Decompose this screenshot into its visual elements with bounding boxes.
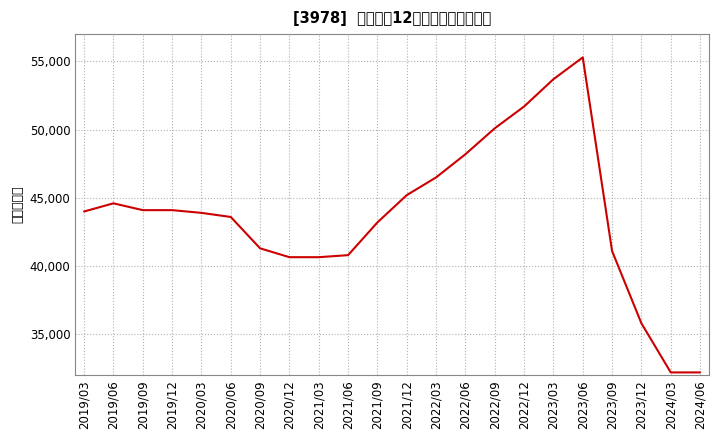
Y-axis label: （百万円）: （百万円） xyxy=(11,186,24,224)
Title: [3978]  売上高の12か月移動合計の推移: [3978] 売上高の12か月移動合計の推移 xyxy=(293,11,491,26)
